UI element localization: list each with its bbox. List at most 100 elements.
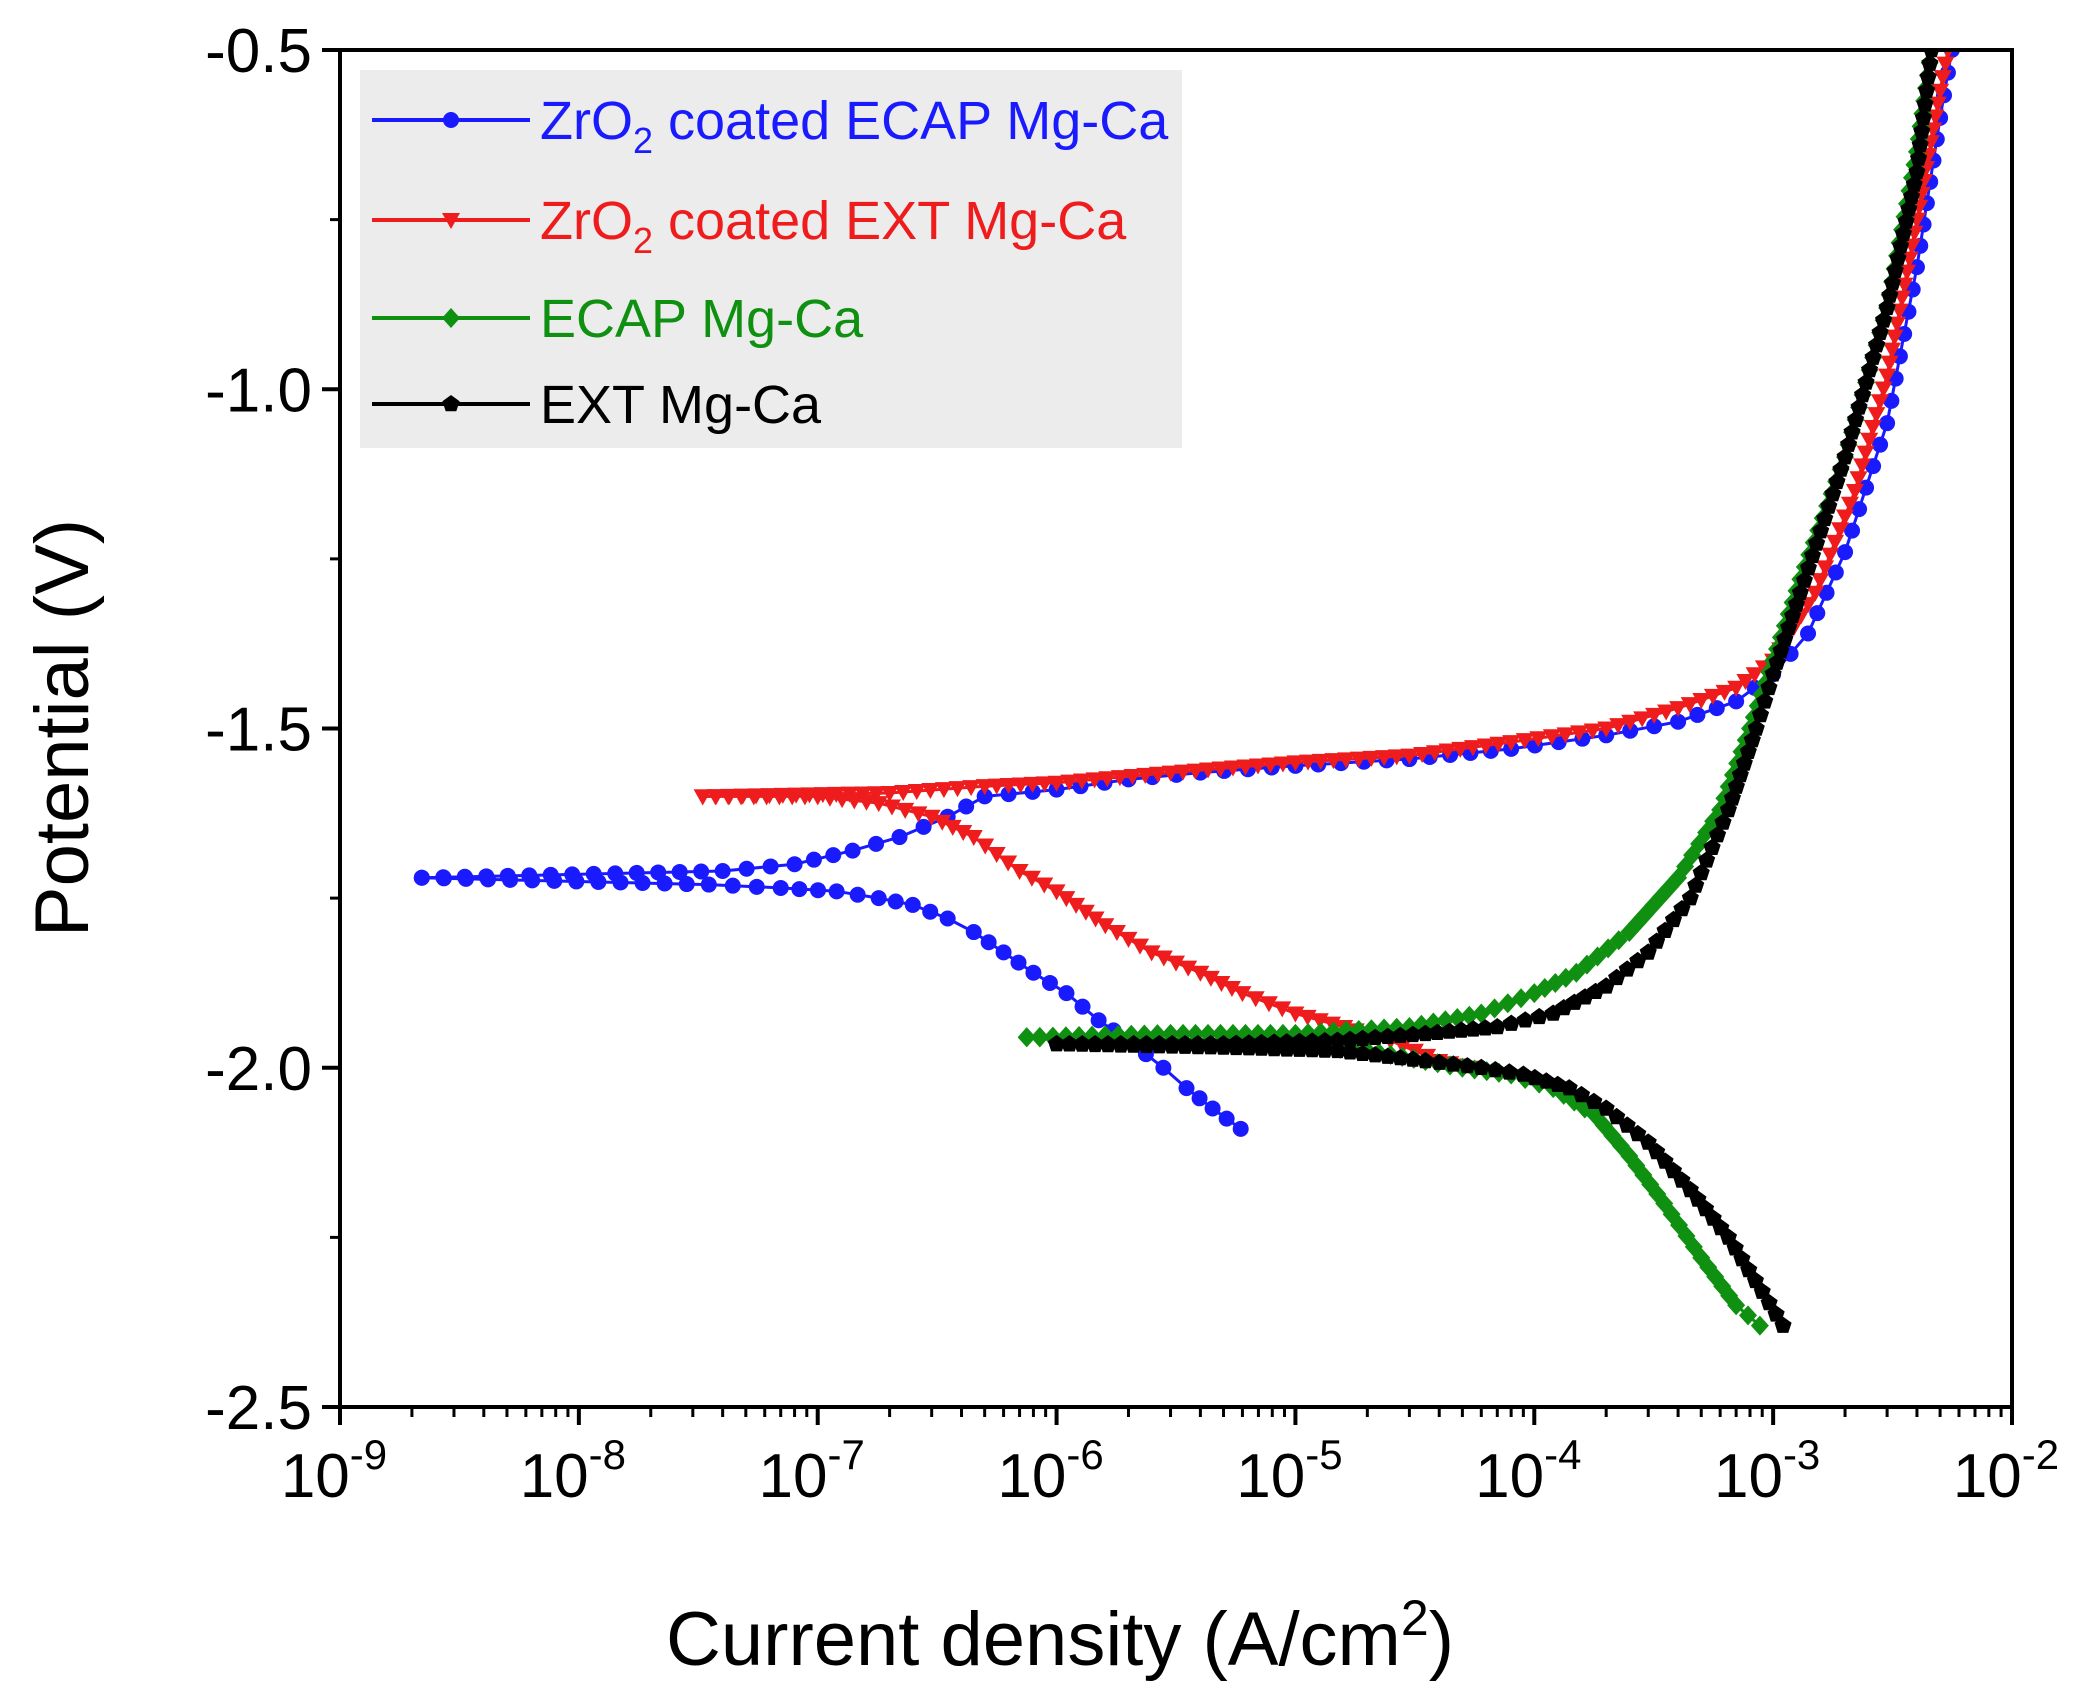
pentagon-marker [1836,448,1854,465]
circle-marker [915,818,932,835]
diamond-marker [1017,1027,1036,1048]
triangle-marker [1888,316,1907,333]
triangle-marker [1745,667,1764,684]
triangle-marker [1680,697,1699,714]
triangle-marker [1438,743,1457,760]
triangle-marker [1736,674,1755,691]
pentagon-marker [1514,1065,1532,1082]
circle-marker [1646,718,1663,735]
triangle-marker [800,787,819,804]
pentagon-marker [1444,1055,1462,1072]
triangle-marker [693,789,712,806]
triangle-marker [1233,986,1252,1003]
circle-marker [1041,974,1058,991]
triangle-marker [869,796,888,813]
pentagon-marker [1379,1047,1397,1064]
pentagon-marker [1747,719,1765,736]
circle-marker [478,868,495,885]
series-2 [693,50,1955,1077]
pentagon-marker [1416,1024,1434,1042]
pentagon-marker [1354,1029,1372,1046]
pentagon-marker [1703,838,1721,855]
diamond-marker [1750,1315,1769,1336]
pentagon-marker [1816,509,1834,527]
circle-marker [1191,1090,1208,1107]
circle-marker [650,864,667,881]
pentagon-marker [1791,583,1809,601]
triangle-marker [1337,752,1356,769]
pentagon-marker [1458,1057,1476,1074]
triangle-marker [1223,760,1242,777]
x-tick-label: 10-2 [1953,1431,2059,1511]
triangle-marker [1863,419,1882,436]
triangle-marker [933,814,952,831]
triangle-marker [1167,955,1185,972]
pentagon-marker [1366,1028,1384,1045]
circle-marker [762,858,779,875]
pentagon-marker [1916,95,1934,112]
pentagon-marker [1125,1035,1143,1052]
triangle-marker [1556,727,1575,744]
triangle-marker [1703,688,1722,705]
pentagon-marker [1597,1099,1615,1116]
triangle-marker [1878,368,1897,385]
triangle-marker [1451,741,1470,758]
triangle-marker [1874,381,1893,398]
legend-item: ECAP Mg-Ca [372,289,864,349]
triangle-marker [976,838,995,855]
triangle-marker [1212,975,1231,992]
pentagon-marker [1430,1053,1448,1070]
triangle-marker [943,819,962,836]
triangle-marker [909,806,928,823]
legend-label: ZrO2 coated EXT Mg-Ca [540,191,1127,261]
triangle-marker [1057,891,1076,908]
pentagon-marker [1585,1092,1603,1109]
triangle-marker [962,780,981,797]
circle-marker [995,944,1012,961]
pentagon-marker [1086,1035,1104,1052]
legend-label: EXT Mg-Ca [540,375,822,435]
triangle-marker [1463,740,1482,757]
triangle-marker [1400,748,1419,765]
legend: ZrO2 coated ECAP Mg-Ca ZrO2 coated EXT Mg… [360,70,1182,448]
circle-marker [542,866,559,883]
circle-marker [628,864,645,881]
pentagon-marker [1857,373,1875,390]
circle-marker [671,863,688,880]
triangle-marker [720,788,739,805]
triangle-marker [1098,771,1117,788]
triangle-marker [733,788,752,805]
pentagon-marker [1379,1027,1397,1044]
triangle-marker [1035,877,1054,894]
legend-label: ECAP Mg-Ca [540,289,864,349]
circle-marker [1074,998,1091,1015]
circle-marker [965,924,982,941]
pentagon-marker [1681,889,1699,906]
triangle-marker [1840,496,1859,513]
triangle-marker [975,779,994,796]
pentagon-marker [1112,1035,1130,1052]
triangle-marker [1860,432,1879,449]
triangle-marker [1621,714,1640,731]
triangle-marker [1943,50,1954,59]
pentagon-marker [1892,237,1910,254]
pentagon-marker [1290,1032,1309,1049]
triangle-marker [1816,560,1835,577]
triangle-marker [1085,772,1104,789]
x-tick-label: 10-6 [997,1431,1103,1511]
triangle-marker [1199,762,1218,779]
circle-marker [1204,1100,1221,1117]
circle-marker [1058,985,1075,1002]
triangle-marker [1645,707,1664,724]
triangle-marker [1248,758,1267,775]
pentagon-marker [1861,361,1879,378]
pentagon-marker [1472,1058,1490,1075]
triangle-marker [1174,764,1193,781]
pentagon-marker [1404,1050,1422,1067]
circle-marker [1872,436,1889,453]
triangle-marker [1310,1013,1329,1030]
triangle-marker [1529,731,1548,748]
triangle-marker [1387,749,1406,766]
triangle-marker [707,789,726,806]
triangle-marker [1349,751,1368,768]
